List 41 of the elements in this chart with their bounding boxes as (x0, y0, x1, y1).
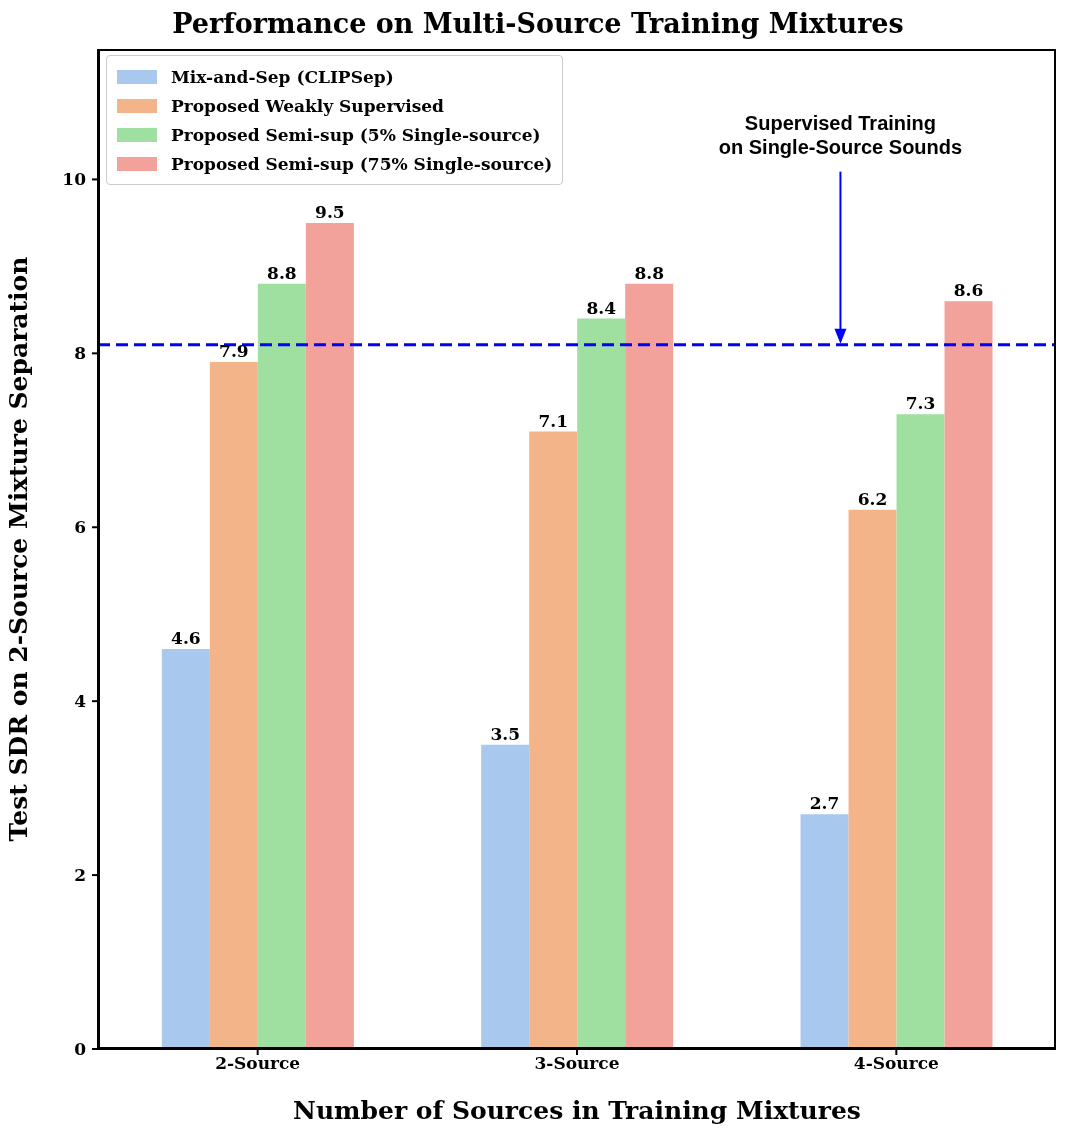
x-axis-title: Number of Sources in Training Mixtures (293, 1096, 861, 1125)
bar (161, 649, 210, 1049)
x-tick-label: 4-Source (853, 1053, 940, 1074)
data-label: 8.4 (586, 297, 617, 318)
legend-label: Proposed Weakly Supervised (171, 95, 444, 116)
legend-label: Proposed Semi-sup (5% Single-source) (171, 124, 541, 145)
y-tick-label: 0 (74, 1039, 87, 1060)
data-label: 3.5 (490, 723, 520, 744)
bar (896, 414, 945, 1049)
bar (625, 283, 674, 1049)
bar (848, 509, 897, 1049)
y-axis-title: Test SDR on 2-Source Mixture Separation (3, 256, 33, 842)
bar (529, 431, 578, 1049)
chart-title: Performance on Multi-Source Training Mixtures (171, 8, 905, 39)
bar (481, 744, 530, 1049)
bar (577, 318, 626, 1049)
bar (305, 222, 354, 1049)
data-label: 6.2 (857, 488, 888, 509)
y-tick-label: 4 (74, 691, 87, 712)
bar (944, 301, 993, 1049)
data-label: 8.8 (267, 262, 297, 283)
data-label: 2.7 (809, 793, 840, 814)
data-label: 7.9 (219, 341, 249, 362)
data-label: 8.8 (634, 262, 664, 283)
y-tick-label: 8 (74, 343, 86, 364)
data-label: 4.6 (171, 628, 201, 648)
legend-label: Mix-and-Sep (CLIPSep) (171, 66, 394, 87)
data-label: 7.1 (538, 410, 568, 431)
data-label: 8.6 (953, 280, 984, 301)
data-label: 7.3 (905, 393, 936, 414)
legend-label: Proposed Semi-sup (75% Single-source) (171, 153, 553, 174)
data-label: 9.5 (315, 201, 345, 222)
bar (800, 814, 849, 1049)
y-tick-label: 10 (62, 169, 87, 190)
ref-line-label: Supervised Training on Single-Source Sounds (718, 111, 963, 158)
x-tick-label: 3-Source (534, 1053, 620, 1074)
y-tick-label: 6 (74, 517, 86, 538)
x-tick-label: 2-Source (215, 1053, 301, 1074)
bar (209, 362, 258, 1049)
y-tick-label: 2 (74, 865, 86, 886)
bar (257, 283, 306, 1049)
